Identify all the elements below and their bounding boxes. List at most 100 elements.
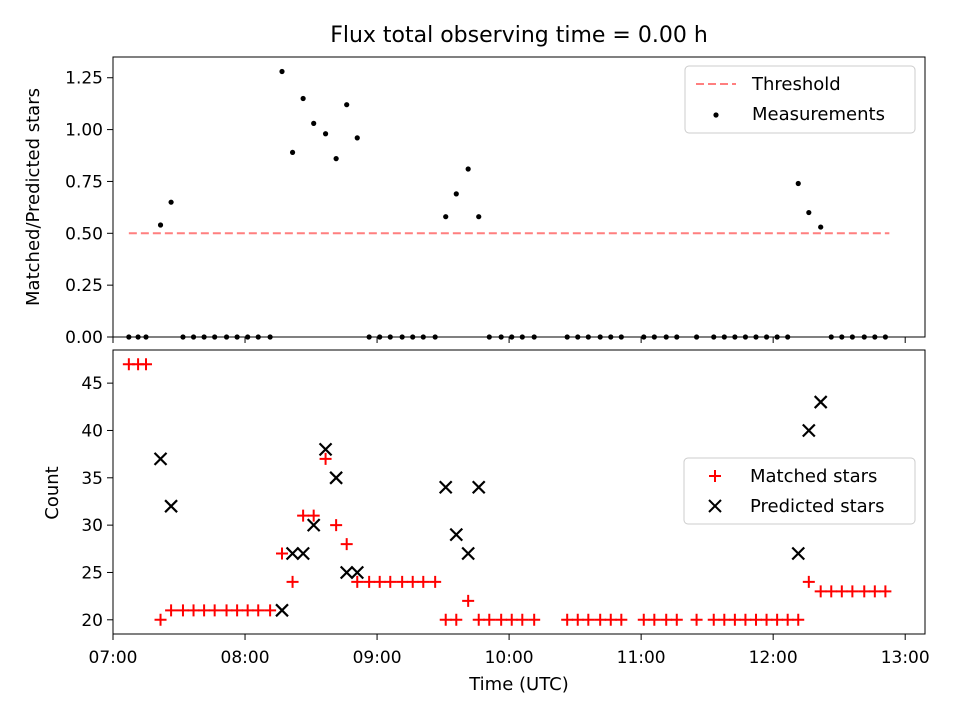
predicted-star-marker	[350, 565, 365, 580]
matched-star-marker	[670, 613, 683, 626]
matched-star-marker	[707, 613, 720, 626]
measurements-legend-label: Measurements	[752, 104, 885, 125]
predicted-legend-label: Predicted stars	[750, 496, 884, 517]
top-panel: Flux total observing time = 0.00 h Match…	[23, 23, 926, 348]
matched-star-marker	[637, 613, 650, 626]
bottom-y-ticks: 20 25 30 35 40 45	[81, 374, 113, 631]
top-x-ticks	[112, 337, 906, 343]
predicted-star-marker	[285, 546, 300, 561]
matched-star-marker	[739, 613, 752, 626]
matched-star-marker	[825, 585, 838, 598]
predicted-star-marker	[449, 527, 464, 542]
top-y-tick-label: 0.25	[65, 276, 103, 296]
matched-star-marker	[220, 604, 233, 617]
top-y-tick-label: 1.00	[65, 121, 103, 141]
matched-star-marker	[879, 585, 892, 598]
matched-star-marker	[604, 613, 617, 626]
matched-stars-points	[122, 358, 892, 626]
bottom-y-tick-label: 25	[81, 563, 103, 583]
predicted-stars-points	[153, 395, 828, 618]
predicted-star-marker	[802, 423, 816, 438]
measurements-legend-swatch	[713, 112, 719, 118]
measurement-point	[333, 156, 339, 162]
top-legend-box	[684, 65, 916, 134]
measurement-point	[806, 209, 812, 216]
matched-star-marker	[450, 613, 463, 626]
measurement-point	[322, 131, 329, 137]
top-axes-frame	[112, 56, 926, 338]
bottom-axes-frame	[112, 349, 926, 635]
matched-star-marker	[835, 585, 848, 598]
matched-star-marker	[307, 509, 320, 522]
matched-star-marker	[252, 604, 265, 617]
matched-star-marker	[472, 613, 485, 626]
predicted-star-marker	[813, 395, 828, 409]
matched-star-marker	[241, 604, 254, 617]
matched-star-marker	[690, 613, 703, 626]
bottom-y-tick-label: 30	[81, 516, 103, 536]
bottom-y-tick-label: 20	[81, 611, 103, 631]
predicted-star-marker	[471, 480, 486, 495]
measurement-point	[795, 180, 801, 187]
matched-star-marker	[749, 613, 762, 626]
matched-star-marker	[582, 613, 595, 626]
bottom-panel: Count Time (UTC) 20 25 30 35 40 45 07:00 08:00…	[42, 349, 930, 695]
measurement-point	[476, 214, 482, 220]
matched-star-marker	[429, 575, 442, 588]
predicted-star-marker	[461, 546, 475, 561]
top-y-tick-label: 0.00	[65, 328, 103, 348]
predicted-legend-swatch	[708, 499, 722, 513]
matched-star-marker	[648, 613, 661, 626]
matched-star-marker	[384, 575, 397, 588]
matched-star-marker	[718, 613, 731, 626]
matched-star-marker	[792, 613, 805, 626]
matched-star-marker	[483, 613, 496, 626]
matched-star-marker	[198, 604, 211, 617]
predicted-star-marker	[329, 471, 343, 485]
matched-star-marker	[858, 585, 871, 598]
matched-star-marker	[771, 613, 784, 626]
matched-star-marker	[330, 519, 343, 532]
measurement-point	[168, 199, 174, 205]
matched-star-marker	[868, 585, 881, 598]
bottom-legend-box	[683, 457, 916, 525]
measurement-point	[818, 224, 824, 230]
matched-star-marker	[561, 613, 574, 626]
matched-star-marker	[594, 613, 607, 626]
bottom-y-tick-label: 45	[81, 374, 103, 394]
top-y-tick-label: 0.50	[65, 224, 103, 244]
matched-star-marker	[264, 604, 277, 617]
matched-star-marker	[781, 613, 794, 626]
bottom-x-tick-label: 08:00	[221, 648, 270, 668]
top-legend: Threshold Measurements	[684, 65, 916, 134]
measurement-point	[289, 149, 296, 156]
matched-star-marker	[406, 575, 419, 588]
matched-star-marker	[505, 613, 518, 626]
matched-star-marker	[846, 585, 859, 598]
matched-star-marker	[728, 613, 741, 626]
matched-star-marker	[187, 604, 200, 617]
predicted-star-marker	[339, 565, 354, 580]
bottom-y-tick-label: 40	[81, 421, 103, 441]
matched-legend-swatch	[709, 470, 721, 482]
matched-star-marker	[154, 613, 167, 626]
measurement-point	[465, 166, 471, 172]
matched-star-marker	[286, 575, 299, 588]
bottom-legend: Matched stars Predicted stars	[683, 457, 916, 525]
matched-star-marker	[208, 604, 221, 617]
matched-star-marker	[176, 604, 189, 617]
predicted-star-marker	[153, 452, 168, 466]
top-y-tick-label: 1.25	[65, 69, 103, 89]
matched-star-marker	[363, 575, 376, 588]
measurement-point	[300, 95, 306, 102]
measurement-point	[443, 214, 449, 220]
matched-star-marker	[528, 613, 541, 626]
predicted-star-marker	[438, 480, 453, 495]
predicted-star-marker	[275, 603, 289, 618]
top-y-tick-label: 0.75	[65, 172, 103, 192]
matched-star-marker	[814, 585, 827, 598]
bottom-x-tick-label: 12:00	[749, 648, 798, 668]
matched-star-marker	[760, 613, 773, 626]
bottom-x-tick-label: 11:00	[617, 648, 666, 668]
